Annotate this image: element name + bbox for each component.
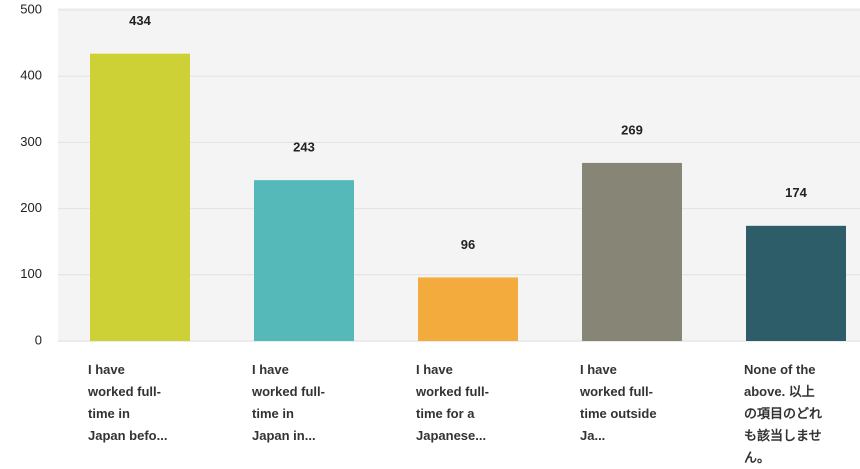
bar: [746, 225, 846, 341]
bar: [90, 53, 190, 341]
data-label: 434: [129, 13, 151, 28]
x-tick-label: I have worked full-time for a Japanese..…: [416, 362, 489, 443]
bar: [582, 162, 682, 341]
data-label: 174: [785, 185, 807, 200]
y-tick-label: 400: [20, 68, 42, 83]
bar: [254, 180, 354, 341]
x-tick-label: I have worked full-time outside Ja...: [580, 362, 657, 443]
data-label: 243: [293, 140, 315, 155]
y-tick-label: 200: [20, 200, 42, 215]
y-tick-label: 300: [20, 134, 42, 149]
y-tick-label: 500: [20, 1, 42, 16]
y-tick-label: 100: [20, 266, 42, 281]
x-tick-label: I have worked full-time in Japan in...: [252, 362, 325, 443]
data-label: 96: [461, 237, 475, 252]
data-label: 269: [621, 122, 643, 137]
x-tick-label: I have worked full-time in Japan befo...: [88, 362, 168, 443]
x-tick-label: None of the above. 以上の項目のどれも該当しません。: [744, 362, 823, 465]
bar: [418, 277, 518, 341]
y-tick-label: 0: [35, 332, 42, 347]
